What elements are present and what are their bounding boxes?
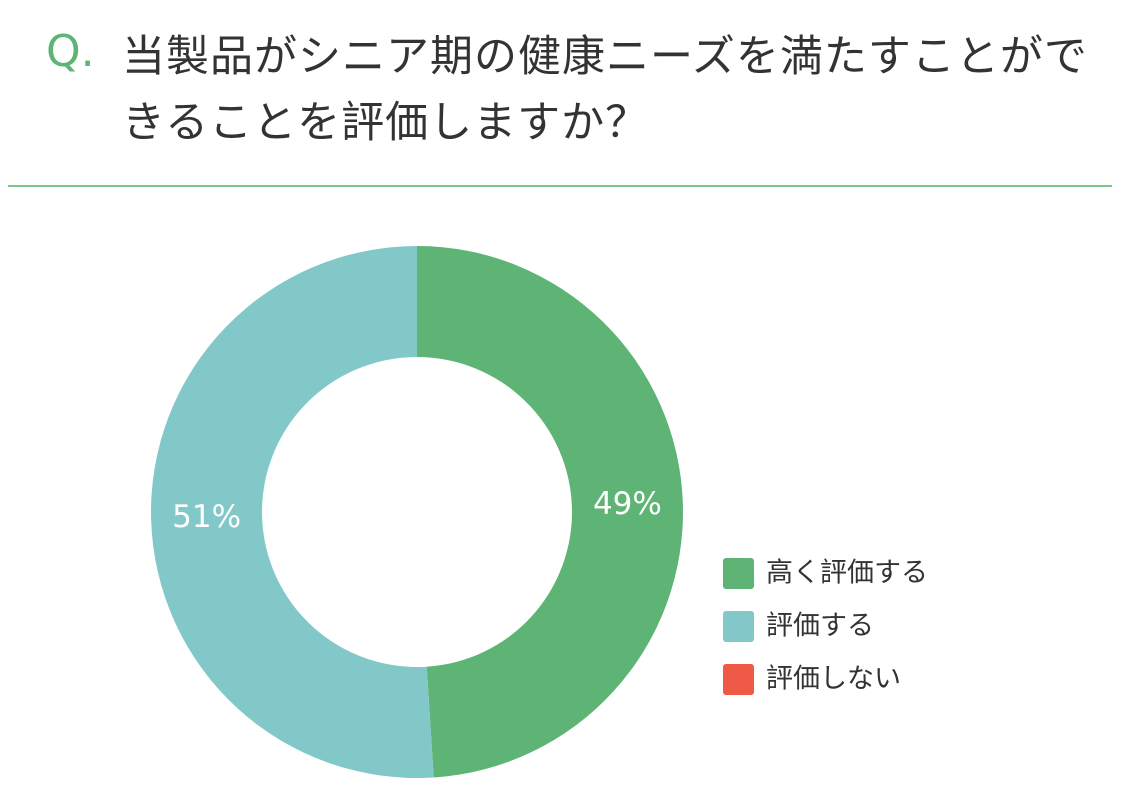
donut-slice [417, 246, 683, 778]
divider [8, 185, 1112, 187]
question-prefix: Q. [46, 26, 95, 77]
chart-title: 当製品がシニア期の健康ニーズを満たすことができることを評価しますか？ [122, 32, 1088, 148]
legend-label: 高く評価する [766, 558, 928, 589]
legend-label: 評価する [766, 611, 874, 642]
legend-label: 評価しない [766, 664, 901, 695]
legend-swatch [723, 664, 754, 695]
legend-swatch [723, 558, 754, 589]
value-label: 51% [172, 499, 241, 535]
donut-slice [150, 246, 434, 779]
value-label: 49% [593, 486, 662, 522]
legend-swatch [723, 611, 754, 642]
